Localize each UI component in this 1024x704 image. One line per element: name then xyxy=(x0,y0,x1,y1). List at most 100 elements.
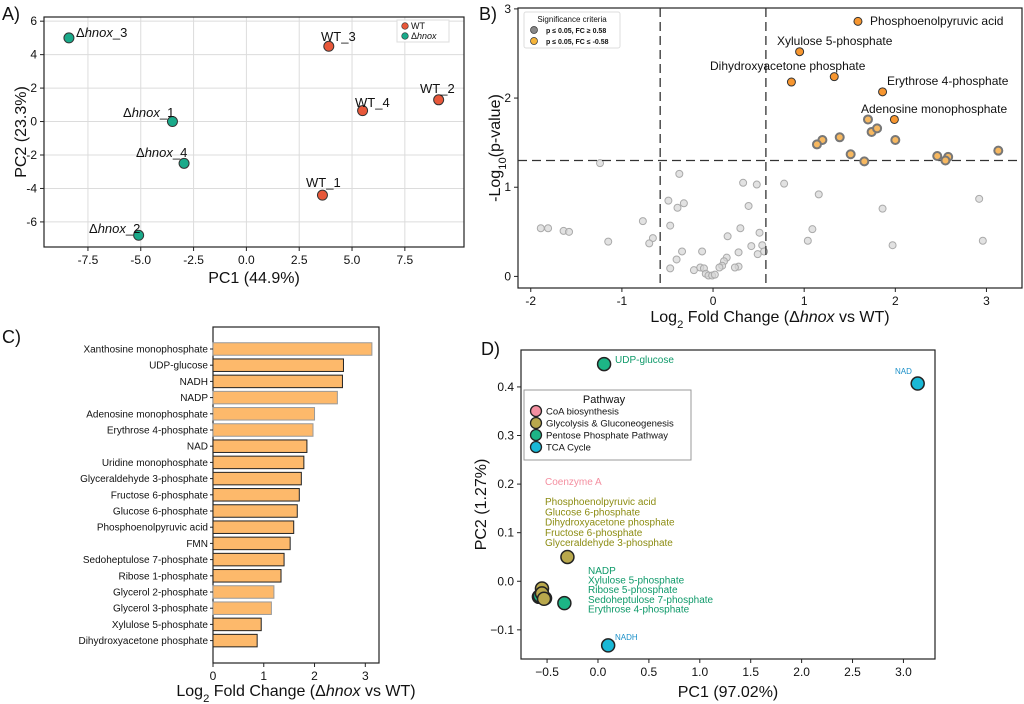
legend-label: Δhnox xyxy=(411,31,437,41)
point-label: Phosphoenolpyruvic acid xyxy=(870,14,1003,28)
data-point xyxy=(596,356,612,372)
nonsignificant-point xyxy=(888,241,897,250)
category-label: Uridine monophosphate xyxy=(102,458,209,469)
nonsignificant-point xyxy=(808,225,817,234)
annotation-label: Coenzyme A xyxy=(545,477,602,488)
x-tick-label: 3 xyxy=(983,294,990,308)
y-tick-label: 0.2 xyxy=(497,477,514,491)
nonsignificant-point xyxy=(698,247,707,256)
category-label: Erythrose 4-phosphate xyxy=(107,426,209,437)
x-tick-label: 2.5 xyxy=(291,253,308,267)
category-label: Xylulose 5-phosphate xyxy=(112,620,209,631)
x-axis-title: Log2 Fold Change (Δhnox vs WT) xyxy=(176,683,415,704)
nonsignificant-point xyxy=(814,190,823,199)
legend-marker xyxy=(529,440,543,454)
nonsignificant-point xyxy=(755,228,764,237)
y-axis-title: PC2 (23.3%) xyxy=(13,86,30,178)
y-tick-label: −0.1 xyxy=(490,623,514,637)
bar xyxy=(212,374,343,389)
legend-marker xyxy=(529,416,543,430)
bar xyxy=(212,617,262,632)
x-tick-label: 2.0 xyxy=(793,665,810,679)
category-label: Xanthosine monophosphate xyxy=(83,345,208,356)
y-tick-label: 6 xyxy=(30,14,37,28)
x-tick-label: 1 xyxy=(260,669,267,683)
y-tick-label: 2 xyxy=(30,81,37,95)
bar xyxy=(212,358,344,372)
significant-point xyxy=(859,156,870,167)
point-label: Δhnox_2 xyxy=(89,221,140,236)
data-point xyxy=(178,157,190,169)
labeled-point xyxy=(795,47,805,57)
significant-point xyxy=(940,155,951,166)
point-label: Adenosine monophosphate xyxy=(861,102,1007,116)
panel-d: −0.5 0.0 0.5 1.0 1.5 2.0 2.5 3.0 −0.1 0.0 0.1 0.2 0.… xyxy=(473,349,936,701)
labeled-point xyxy=(889,114,899,124)
legend-label: p ≤ 0.05, FC ≥ 0.58 xyxy=(546,28,606,35)
annotation-label: Xylulose 5-phosphate xyxy=(588,576,685,587)
nonsignificant-point xyxy=(736,224,745,233)
annotation-label: Glucose 6-phosphate xyxy=(545,507,641,518)
category-label: Dihydroxyacetone phosphate xyxy=(78,636,208,647)
nonsignificant-point xyxy=(536,224,545,233)
axes-frame xyxy=(520,349,936,660)
y-tick-label: 2 xyxy=(504,91,511,105)
annotation-label: Dihydroxyacetone phosphate xyxy=(545,518,675,529)
category-label: Fructose 6-phosphate xyxy=(111,490,209,501)
x-axis-title: PC1 (97.02%) xyxy=(678,684,779,701)
bar xyxy=(212,439,308,453)
nonsignificant-point xyxy=(752,180,761,189)
annotation-label: UDP-glucose xyxy=(615,355,674,366)
labeled-point xyxy=(786,77,796,87)
x-tick-label: 0.0 xyxy=(238,253,255,267)
x-tick-label: 5.0 xyxy=(344,253,361,267)
nonsignificant-point xyxy=(645,239,654,248)
legend-box xyxy=(523,11,621,49)
nonsignificant-point xyxy=(648,234,657,243)
x-tick-label: 1 xyxy=(801,294,808,308)
annotation-label: Ribose 5-phosphate xyxy=(588,585,678,596)
category-label: Ribose 1-phosphate xyxy=(118,571,208,582)
x-tick-label: 1.0 xyxy=(691,665,708,679)
data-point xyxy=(433,94,445,106)
panel-label-b: B) xyxy=(479,4,497,24)
y-tick-label: 0.4 xyxy=(497,380,514,394)
legend-label: TCA Cycle xyxy=(546,443,591,454)
annotation-label: Erythrose 4-phosphate xyxy=(588,604,690,615)
point-label: Erythrose 4-phosphate xyxy=(887,74,1009,88)
x-axis-title: Log2 Fold Change (Δhnox vs WT) xyxy=(650,309,889,331)
x-tick-label: 2 xyxy=(311,669,318,683)
nonsignificant-point xyxy=(596,159,605,168)
nonsignificant-point xyxy=(604,237,613,246)
y-tick-label: 3 xyxy=(504,2,511,16)
bar xyxy=(212,390,338,405)
nonsignificant-point xyxy=(730,263,739,272)
legend-label: WT xyxy=(411,21,425,31)
category-label: NADH xyxy=(180,377,208,388)
x-tick-label: 0.5 xyxy=(641,665,658,679)
nonsignificant-point xyxy=(565,227,574,236)
y-tick-label: 0.3 xyxy=(497,429,514,443)
data-point xyxy=(557,595,572,611)
y-tick-label: -6 xyxy=(26,215,37,229)
nonsignificant-point xyxy=(664,196,673,205)
legend-marker xyxy=(530,26,538,34)
nonsignificant-point xyxy=(715,263,724,272)
bar xyxy=(212,407,316,421)
annotation-label: Phosphoenolpyruvic acid xyxy=(545,497,656,508)
y-tick-label: -4 xyxy=(26,181,37,195)
x-tick-label: 3.0 xyxy=(895,665,912,679)
bar xyxy=(212,520,295,534)
category-label: NADP xyxy=(180,393,208,404)
axes-frame xyxy=(43,16,465,248)
nonsignificant-point xyxy=(878,204,887,213)
category-label: Sedoheptulose 7-phosphate xyxy=(83,555,209,566)
nonsignificant-point xyxy=(710,270,719,279)
significant-point xyxy=(862,114,873,125)
x-tick-label: 3 xyxy=(362,669,369,683)
nonsignificant-point xyxy=(723,232,732,241)
nonsignificant-point xyxy=(673,203,682,212)
nonsignificant-point xyxy=(544,224,553,233)
category-label: Glucose 6-phosphate xyxy=(113,507,209,518)
